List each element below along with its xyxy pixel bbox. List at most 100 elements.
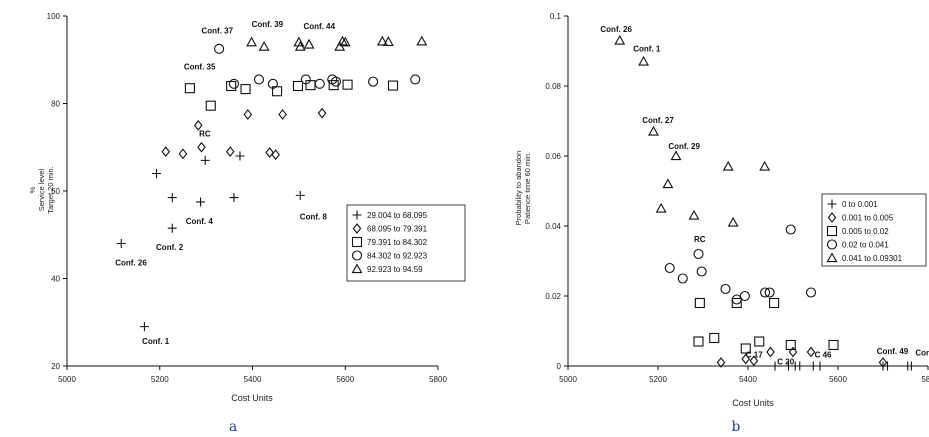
point-plus bbox=[235, 151, 245, 161]
series bbox=[664, 224, 817, 305]
legend-entry: 0.02 to 0.041 bbox=[842, 241, 889, 250]
legend-marker-circle bbox=[826, 239, 838, 250]
point-triangle bbox=[648, 125, 659, 136]
point-plus bbox=[229, 193, 239, 203]
point-square bbox=[694, 297, 705, 309]
point-plus bbox=[167, 223, 177, 233]
point-annotation: RC bbox=[199, 129, 211, 138]
y-tick-label: 60 bbox=[51, 187, 60, 196]
y-tick-label: 0.08 bbox=[545, 82, 561, 91]
chart-b: 0 0.02 0.04 0.06 0.08 0.1 5000 5200 5400 5600 580 C… bbox=[514, 12, 929, 435]
legend-marker-plus bbox=[352, 210, 362, 220]
point-diamond bbox=[317, 107, 327, 119]
legend-entry: 0.005 to 0.02 bbox=[842, 227, 889, 236]
x-tick-label: 5600 bbox=[336, 375, 354, 384]
point-circle bbox=[300, 74, 311, 85]
legend-marker-circle bbox=[351, 250, 363, 261]
point-plus bbox=[200, 155, 210, 165]
y-axis-label-line: Probability to abandon bbox=[514, 151, 523, 226]
point-diamond bbox=[749, 355, 759, 367]
x-tick-label: 5200 bbox=[649, 375, 667, 384]
point-plus bbox=[152, 169, 162, 178]
point-circle bbox=[368, 76, 379, 87]
point-diamond bbox=[243, 109, 253, 120]
point-diamond bbox=[225, 146, 235, 158]
legend: 0 to 0.001 0.001 to 0.005 0.005 to 0.02 0.0… bbox=[821, 193, 927, 267]
point-circle bbox=[805, 287, 817, 298]
point-square bbox=[305, 80, 316, 91]
point-annotation: Conf. 26 bbox=[115, 258, 147, 267]
panel-label: b bbox=[732, 419, 741, 435]
point-triangle bbox=[376, 35, 388, 46]
point-circle bbox=[739, 290, 750, 302]
point-diamond bbox=[878, 357, 888, 368]
legend-marker-square bbox=[826, 225, 838, 237]
point-plus bbox=[196, 197, 206, 207]
legend-entry: 29.004 to 68.095 bbox=[367, 211, 428, 220]
point-square bbox=[828, 339, 839, 351]
point-circle bbox=[677, 273, 688, 284]
point-annotation: RC bbox=[694, 235, 706, 244]
point-square bbox=[226, 80, 237, 92]
point-circle bbox=[696, 266, 707, 277]
series bbox=[116, 151, 305, 332]
point-annotation: Conf. 37 bbox=[201, 27, 233, 36]
x-tick-label: 5400 bbox=[739, 375, 757, 384]
point-square bbox=[740, 343, 751, 354]
point-annotation: Conf. 8 bbox=[300, 212, 328, 221]
point-circle bbox=[785, 224, 796, 235]
legend-entry: 79.391 to 84.302 bbox=[367, 238, 428, 247]
point-annotation: Conf. 39 bbox=[252, 20, 284, 29]
point-square bbox=[693, 336, 704, 347]
point-triangle bbox=[258, 40, 270, 51]
y-tick-label: 0.04 bbox=[545, 222, 561, 231]
legend-entry: 0.041 to 0.09301 bbox=[842, 254, 903, 263]
point-diamond bbox=[271, 149, 280, 161]
point-diamond bbox=[193, 119, 203, 131]
x-axis-label: Cost Units bbox=[231, 393, 273, 403]
point-triangle bbox=[759, 160, 771, 171]
point-diamond bbox=[161, 146, 171, 158]
legend-entry: 68.095 to 79.391 bbox=[367, 225, 428, 234]
point-circle bbox=[760, 287, 771, 298]
point-annotation: Conf. 44 bbox=[304, 22, 336, 31]
point-plus bbox=[116, 239, 126, 248]
point-triangle bbox=[303, 38, 315, 49]
y-tick-label: 40 bbox=[51, 275, 60, 284]
legend-marker-square bbox=[351, 236, 363, 248]
series bbox=[214, 43, 421, 89]
point-diamond bbox=[178, 148, 188, 160]
y-axis-label-line: Patience time 60 min. bbox=[523, 152, 532, 224]
point-circle bbox=[214, 43, 225, 54]
legend-entry: 92.923 to 94.59 bbox=[367, 265, 423, 274]
point-triangle bbox=[722, 160, 734, 171]
legend-marker-diamond bbox=[352, 223, 362, 234]
chart-a: 20 40 60 80 100 5000 5200 5400 5600 5800 Cost Unit… bbox=[28, 12, 466, 435]
point-triangle bbox=[688, 209, 700, 220]
point-triangle bbox=[638, 55, 650, 66]
point-circle bbox=[228, 78, 239, 89]
point-annotation: Conf. 5 bbox=[915, 349, 929, 358]
point-square bbox=[205, 100, 216, 111]
point-annotation: C 17 bbox=[746, 350, 763, 359]
point-square bbox=[769, 297, 780, 309]
x-axis-label: Cost Units bbox=[732, 398, 774, 408]
legend-marker-diamond bbox=[827, 212, 837, 223]
y-tick-label: 80 bbox=[51, 100, 60, 109]
point-square bbox=[387, 80, 399, 91]
point-annotation: Conf. 2 bbox=[156, 243, 184, 252]
y-axis-label-line: % bbox=[28, 186, 37, 193]
series bbox=[184, 79, 399, 111]
point-annotation: Conf. 35 bbox=[184, 62, 216, 71]
point-plus bbox=[795, 361, 805, 371]
point-diamond bbox=[265, 147, 274, 158]
point-triangle bbox=[662, 178, 674, 189]
point-annotation: C 20 bbox=[777, 357, 794, 366]
point-square bbox=[342, 79, 353, 90]
point-square bbox=[754, 336, 765, 347]
point-diamond bbox=[716, 357, 726, 368]
point-triangle bbox=[655, 202, 667, 213]
point-triangle bbox=[293, 36, 305, 47]
point-diamond bbox=[788, 346, 798, 358]
